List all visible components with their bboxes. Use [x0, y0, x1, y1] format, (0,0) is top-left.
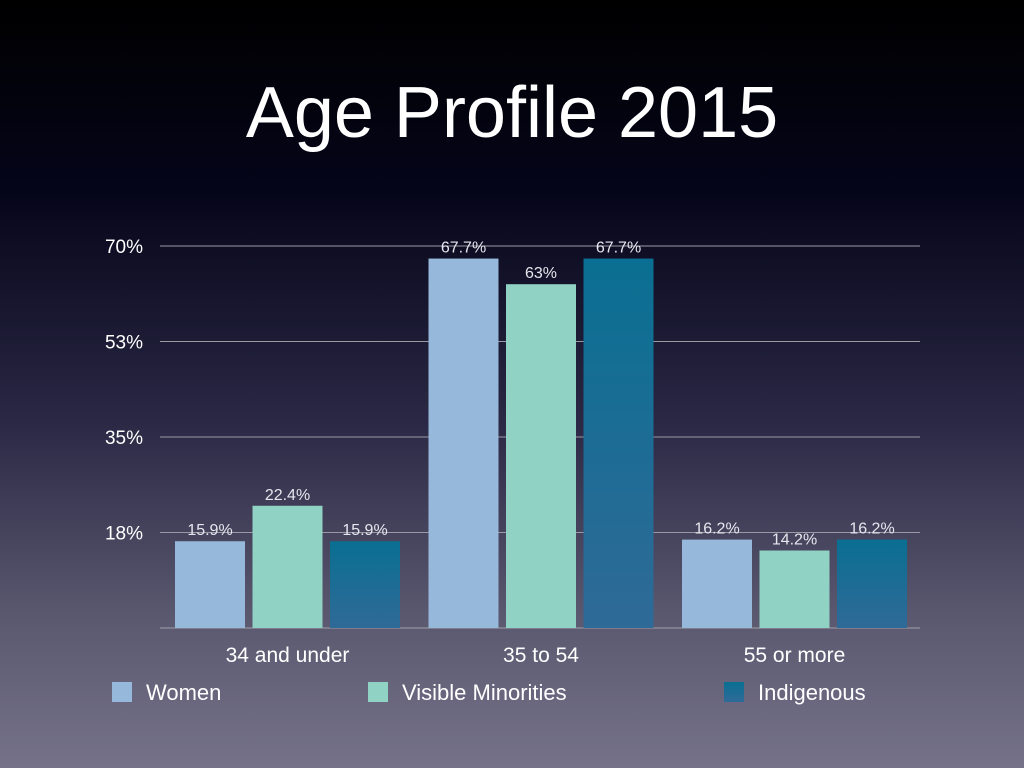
bar-visible-minorities [252, 505, 323, 628]
legend-swatch [112, 682, 132, 702]
bar-women [175, 541, 245, 628]
data-label: 15.9% [187, 522, 232, 539]
bar-indigenous [837, 539, 907, 628]
y-tick-label: 18% [105, 524, 143, 545]
legend-label: Visible Minorities [402, 680, 567, 705]
x-tick-label: 55 or more [744, 644, 846, 667]
y-tick-label: 53% [105, 333, 143, 354]
bar-visible-minorities [759, 550, 830, 628]
legend-label: Women [146, 680, 221, 705]
legend-swatch [368, 682, 388, 702]
bar-women [682, 539, 752, 628]
data-label: 16.2% [849, 521, 894, 538]
x-tick-label: 34 and under [226, 644, 350, 667]
data-label: 15.9% [342, 522, 387, 539]
data-label: 67.7% [441, 240, 486, 257]
bar-visible-minorities [506, 284, 576, 628]
bar-indigenous [330, 541, 400, 628]
bar-indigenous [583, 258, 654, 628]
bar-women [428, 258, 499, 628]
y-tick-label: 70% [105, 237, 143, 258]
x-tick-label: 35 to 54 [503, 644, 579, 667]
data-label: 16.2% [694, 521, 739, 538]
data-label: 14.2% [772, 532, 817, 549]
chart-title: Age Profile 2015 [245, 73, 779, 153]
legend-swatch [724, 682, 744, 702]
data-label: 67.7% [596, 240, 641, 257]
y-tick-label: 35% [105, 428, 143, 449]
data-label: 63% [525, 265, 557, 282]
data-label: 22.4% [265, 487, 310, 504]
legend-label: Indigenous [758, 680, 866, 705]
